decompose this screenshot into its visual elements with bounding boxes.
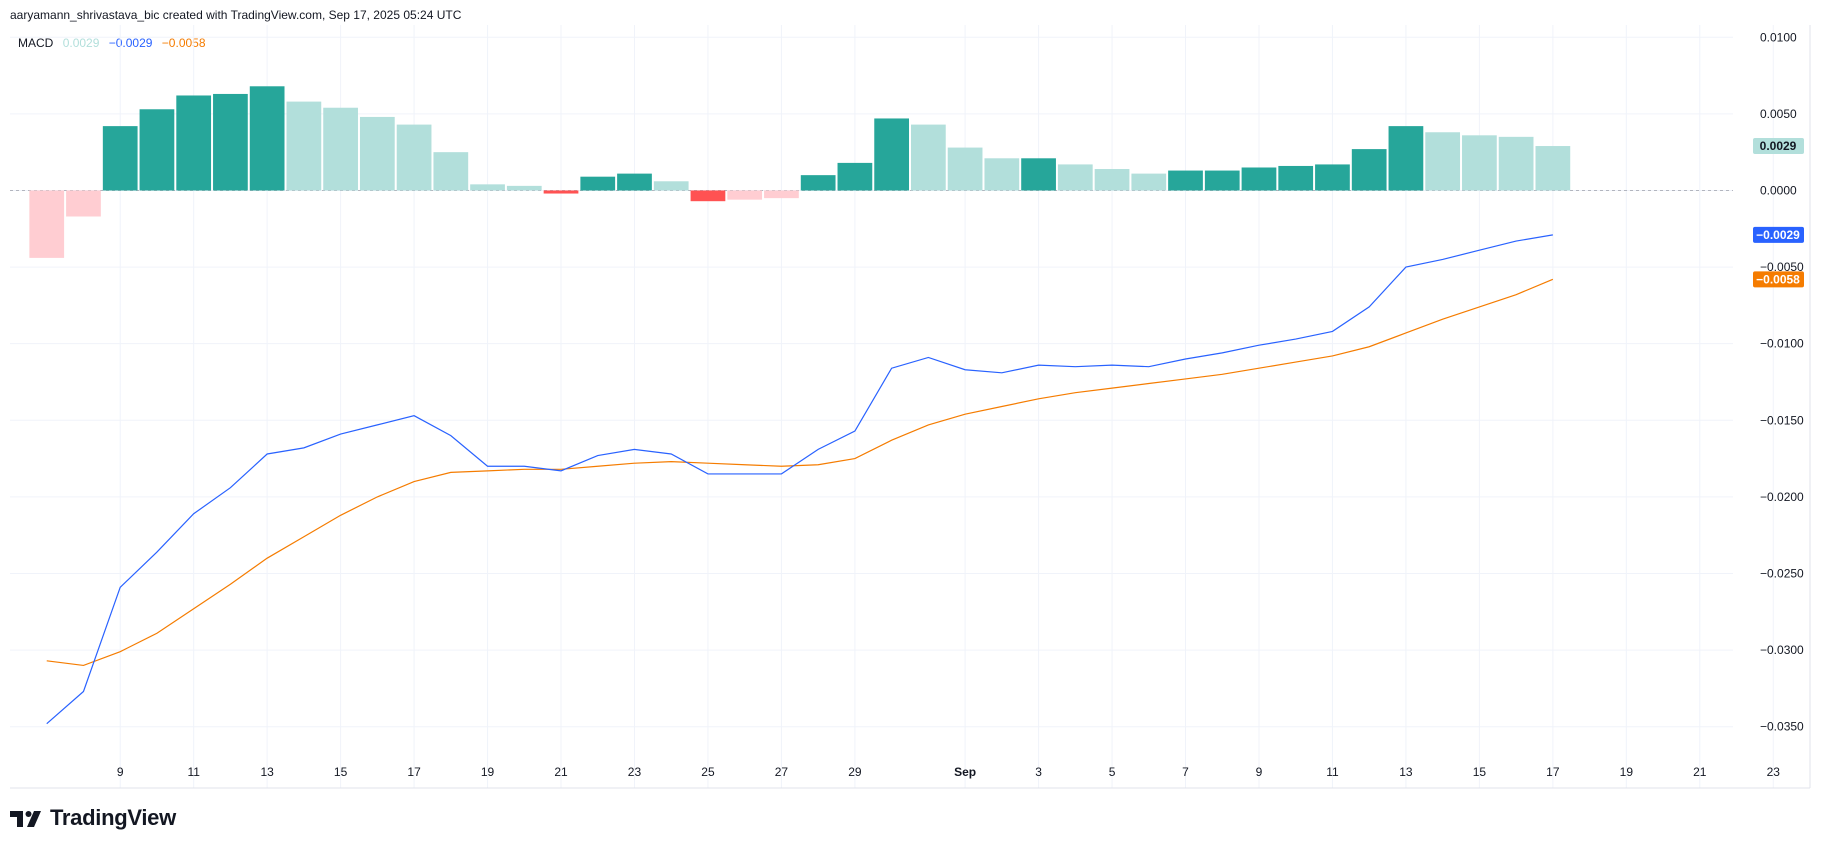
histogram-bar [764,190,799,199]
x-tick-label: 21 [1693,765,1707,779]
legend-macd-value: −0.0029 [108,36,153,50]
x-tick-label: 17 [407,765,421,779]
x-tick-label: 13 [1399,765,1413,779]
y-tick-label: −0.0100 [1760,337,1804,351]
histogram-bar [1131,173,1167,191]
histogram-bars [29,86,1571,258]
histogram-bar [506,185,542,191]
histogram-bar [66,190,101,217]
x-tick-label: 27 [775,765,789,779]
x-tick-label: 21 [554,765,568,779]
histogram-bar [1535,146,1571,191]
histogram-bar [1278,165,1314,191]
y-tick-label: 0.0050 [1760,107,1797,121]
histogram-bar [286,101,322,191]
histogram-bar [1388,126,1424,191]
histogram-bar [1021,158,1056,191]
attribution-text: aaryamann_shrivastava_bic created with T… [10,8,462,22]
y-tick-label: −0.0350 [1760,720,1804,734]
y-tick-label: −0.0200 [1760,490,1804,504]
histogram-bar [911,124,946,191]
macd-chart[interactable]: 0.0100 0.0050 0.0000 −0.0050 −0.0100 −0.0150 −… [0,0,1825,800]
x-tick-label: 11 [1326,765,1339,779]
histogram-bar [690,190,726,202]
y-tick-label: −0.0300 [1760,643,1804,657]
x-tick-label: 9 [117,765,124,779]
histogram-bar [947,147,983,191]
histogram-bar [1241,167,1277,191]
histogram-bar [1462,135,1497,191]
histogram-bar [1057,164,1093,191]
histogram-bar [433,152,469,191]
histogram-bar [176,95,212,191]
price-badge [1753,226,1804,243]
legend-histogram-value: 0.0029 [62,36,100,50]
histogram-bar [1351,149,1387,191]
price-badge [1753,138,1804,155]
legend-label: MACD [18,36,54,50]
x-tick-label: 15 [1473,765,1487,779]
x-tick-label: 9 [1256,765,1263,779]
histogram-bar [984,158,1020,191]
x-tick-label: Sep [954,765,976,779]
histogram-bar [1204,170,1240,191]
histogram-bar [653,181,689,191]
x-tick-label: 15 [334,765,348,779]
histogram-bar [727,190,763,200]
histogram-bar [470,184,505,191]
histogram-bar [874,118,909,191]
histogram-bar [800,175,836,191]
histogram-bar [1094,169,1130,191]
x-tick-label: 23 [628,765,642,779]
signal-line [46,278,1554,667]
y-tick-label: 0.0100 [1760,30,1797,44]
price-badges: 0.0029 −0.0029 −0.0058 [1753,138,1804,288]
x-tick-label: 19 [481,765,495,779]
macd-line [46,234,1553,725]
histogram-bar [29,190,65,258]
histogram-bar [837,162,873,191]
histogram-bar [396,124,432,191]
y-tick-label: −0.0050 [1760,260,1804,274]
histogram-bar [249,86,285,191]
x-tick-label: 29 [848,765,862,779]
histogram-bar [617,173,652,191]
price-badge-label: −0.0029 [1756,228,1800,242]
price-badge-label: −0.0058 [1756,272,1800,286]
legend-signal-value: −0.0058 [161,36,206,50]
brand[interactable]: TradingView [10,805,176,831]
price-badge-label: 0.0029 [1760,139,1797,153]
histogram-bar [213,93,248,191]
histogram-bar [580,176,616,191]
x-tick-label: 19 [1620,765,1634,779]
x-tick-label: 5 [1109,765,1116,779]
price-axis[interactable]: 0.0100 0.0050 0.0000 −0.0050 −0.0100 −0.0150 −… [1760,30,1804,733]
histogram-bar [323,107,358,191]
x-tick-label: 11 [187,765,200,779]
histogram-bar [543,190,579,194]
x-tick-label: 23 [1767,765,1781,779]
histogram-bar [1425,132,1461,191]
x-tick-label: 25 [701,765,715,779]
y-tick-label: −0.0150 [1760,413,1804,427]
histogram-bar [359,116,395,191]
time-axis[interactable]: 9 11 13 15 17 19 21 23 25 27 29 Sep 3 5 7 9 11 13 15 17 19 21… [117,765,1780,779]
price-badge [1753,271,1804,288]
x-tick-label: 7 [1182,765,1189,779]
histogram-bar [1168,170,1203,191]
tradingview-logo-icon [10,808,44,828]
histogram-bar [139,109,175,191]
histogram-bar [1498,136,1534,191]
y-tick-label: 0.0000 [1760,183,1797,197]
y-tick-label: −0.0250 [1760,567,1804,581]
histogram-bar [1315,164,1350,191]
x-tick-label: 13 [260,765,274,779]
brand-name: TradingView [50,805,176,830]
histogram-bar [102,126,138,191]
x-tick-label: 3 [1035,765,1042,779]
x-tick-label: 17 [1546,765,1560,779]
indicator-legend[interactable]: MACD 0.0029 −0.0029 −0.0058 [18,36,212,50]
